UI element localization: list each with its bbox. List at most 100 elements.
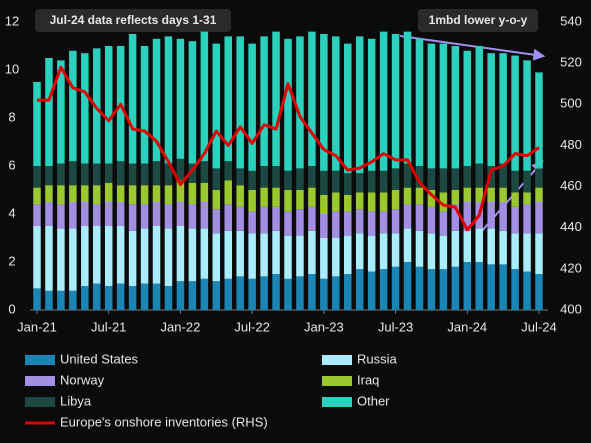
bar bbox=[284, 38, 292, 171]
bar bbox=[81, 226, 89, 286]
y2-tick-label: 460 bbox=[560, 178, 582, 193]
bar bbox=[463, 262, 472, 310]
bar bbox=[57, 185, 65, 205]
bar bbox=[188, 182, 197, 205]
bar bbox=[403, 262, 412, 310]
bar bbox=[511, 206, 519, 234]
x-tick-label: Jan-23 bbox=[304, 319, 344, 334]
bar bbox=[188, 281, 197, 310]
bar bbox=[93, 204, 101, 226]
bar bbox=[320, 194, 328, 214]
x-tick-label: Jul-23 bbox=[378, 319, 413, 334]
bar bbox=[415, 266, 424, 310]
bar bbox=[284, 278, 292, 310]
y-tick-label: 8 bbox=[8, 109, 15, 124]
x-tick-label: Jul-21 bbox=[91, 319, 126, 334]
bar bbox=[236, 230, 244, 277]
bar bbox=[487, 228, 495, 265]
bar bbox=[164, 36, 173, 164]
bar bbox=[200, 31, 209, 162]
legend-label: Libya bbox=[60, 393, 92, 408]
annotation-box bbox=[418, 9, 538, 32]
bar bbox=[463, 166, 472, 188]
bar bbox=[236, 168, 244, 186]
y-tick-label: 4 bbox=[8, 205, 15, 220]
bar bbox=[81, 53, 89, 164]
bar bbox=[320, 34, 328, 171]
bar bbox=[188, 228, 197, 282]
bar bbox=[260, 187, 268, 207]
bar bbox=[355, 173, 364, 193]
bar bbox=[212, 190, 221, 210]
bar bbox=[176, 202, 185, 226]
bar bbox=[391, 209, 400, 234]
bar bbox=[152, 202, 161, 226]
bar bbox=[236, 276, 244, 310]
bar bbox=[487, 187, 495, 202]
bar bbox=[499, 230, 507, 265]
bar bbox=[164, 286, 173, 310]
bar bbox=[320, 238, 328, 279]
bar bbox=[535, 168, 543, 188]
bar bbox=[463, 230, 472, 262]
annotation: 1mbd lower y-o-y bbox=[429, 13, 528, 27]
bar bbox=[379, 233, 388, 270]
bar bbox=[140, 283, 149, 310]
bar bbox=[439, 269, 448, 310]
bar bbox=[523, 170, 531, 193]
y-tick-label: 12 bbox=[5, 13, 19, 28]
bar bbox=[212, 43, 221, 169]
bar bbox=[260, 206, 268, 234]
bar bbox=[164, 204, 173, 229]
bar bbox=[439, 211, 448, 236]
bar bbox=[248, 190, 256, 212]
bar bbox=[320, 214, 328, 238]
bar bbox=[427, 43, 436, 169]
bar bbox=[475, 228, 483, 262]
bar bbox=[200, 202, 209, 229]
bar bbox=[176, 281, 185, 310]
bar bbox=[128, 286, 137, 310]
bar bbox=[57, 290, 65, 310]
bar bbox=[427, 269, 436, 310]
bar bbox=[33, 288, 41, 310]
bar bbox=[152, 38, 161, 162]
bar bbox=[391, 34, 400, 169]
bar bbox=[403, 204, 412, 229]
bar bbox=[284, 170, 292, 190]
bar bbox=[308, 166, 316, 188]
bar bbox=[104, 182, 113, 202]
bar bbox=[344, 211, 352, 236]
bar bbox=[33, 204, 41, 226]
bar bbox=[45, 202, 53, 226]
bar bbox=[212, 281, 221, 310]
bar bbox=[176, 180, 185, 202]
bar bbox=[81, 286, 89, 310]
x-tick-label: Jan-24 bbox=[447, 319, 487, 334]
bar bbox=[236, 36, 244, 169]
bar bbox=[248, 43, 256, 171]
bar bbox=[523, 192, 531, 205]
bar bbox=[379, 31, 388, 171]
bar bbox=[427, 233, 436, 270]
bar bbox=[535, 274, 543, 310]
bar bbox=[535, 72, 543, 169]
bar bbox=[140, 185, 149, 205]
bar bbox=[272, 274, 280, 310]
bar bbox=[152, 283, 161, 310]
bar bbox=[69, 290, 77, 310]
bar bbox=[272, 166, 280, 188]
legend-swatch bbox=[322, 376, 352, 386]
bar bbox=[128, 204, 137, 231]
bar bbox=[128, 185, 137, 205]
bar bbox=[93, 226, 101, 284]
bar bbox=[152, 226, 161, 284]
bar bbox=[403, 31, 412, 164]
legend-swatch bbox=[25, 355, 55, 365]
bar bbox=[260, 166, 268, 188]
bar bbox=[475, 163, 483, 188]
bar bbox=[451, 230, 460, 267]
bar bbox=[284, 211, 292, 236]
bar bbox=[272, 230, 280, 274]
bar bbox=[33, 82, 41, 166]
